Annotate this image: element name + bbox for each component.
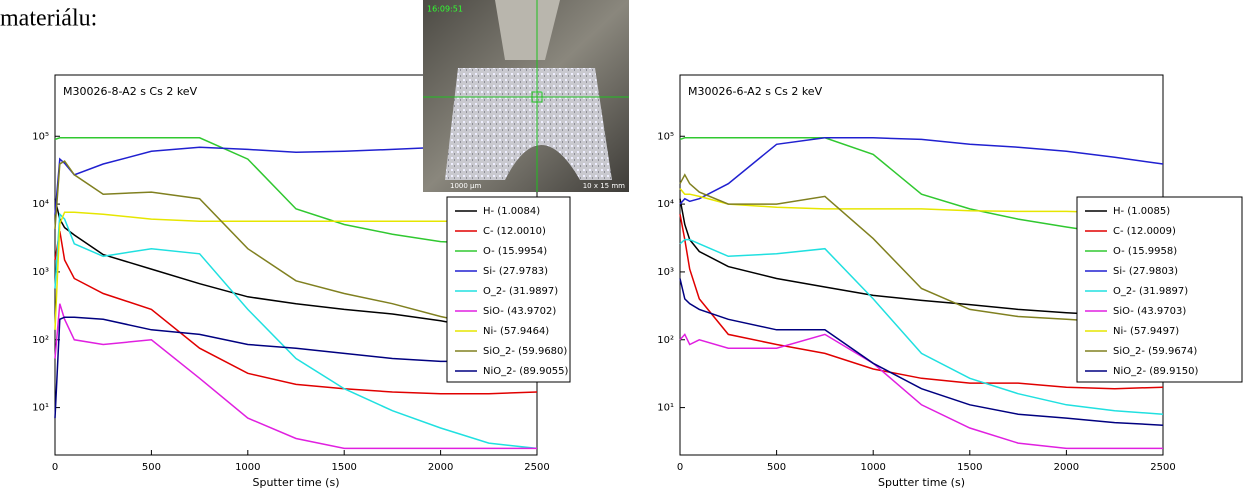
x-tick-label: 2500 — [1150, 462, 1175, 473]
y-tick-label: 10² — [657, 335, 674, 346]
x-tick-label: 500 — [767, 462, 786, 473]
legend-label: C- (12.0009) — [1113, 226, 1176, 237]
x-tick-label: 1000 — [235, 462, 260, 473]
x-tick-label: 0 — [52, 462, 58, 473]
x-tick-label: 1000 — [860, 462, 885, 473]
photo-probe — [495, 0, 560, 60]
x-tick-label: 2500 — [524, 462, 549, 473]
legend-label: Si- (27.9783) — [483, 266, 548, 277]
series-line — [679, 238, 1164, 415]
series-line — [54, 212, 538, 450]
series-line — [679, 137, 1164, 205]
x-axis-label: Sputter time (s) — [252, 476, 339, 489]
chart-title: M30026-8-A2 s Cs 2 keV — [63, 85, 198, 98]
series-line — [679, 173, 1164, 325]
body-text: materiálu: — [0, 6, 97, 32]
series-line — [54, 230, 538, 395]
photo-sample — [445, 68, 612, 180]
legend-label: O_2- (31.9897) — [483, 286, 558, 297]
legend-label: SiO_2- (59.9674) — [1113, 346, 1197, 357]
legend-label: Si- (27.9803) — [1113, 266, 1178, 277]
y-tick-label: 10⁵ — [657, 131, 674, 142]
series-line — [679, 137, 1164, 240]
legend-label: SiO- (43.9703) — [1113, 306, 1186, 317]
y-tick-label: 10³ — [32, 267, 49, 278]
legend-label: C- (12.0010) — [483, 226, 546, 237]
legend-label: SiO- (43.9702) — [483, 306, 556, 317]
x-tick-label: 1500 — [957, 462, 982, 473]
series-line — [679, 188, 1164, 215]
y-tick-label: 10⁵ — [32, 131, 49, 142]
x-tick-label: 2000 — [1054, 462, 1079, 473]
series-line — [679, 333, 1163, 450]
photo-timestamp: 16:09:51 — [427, 5, 463, 14]
legend-label: NiO_2- (89.9055) — [483, 366, 569, 377]
legend-label: O- (15.9954) — [483, 246, 547, 257]
legend-label: NiO_2- (89.9150) — [1113, 366, 1199, 377]
photo-scale: 1000 µm — [450, 182, 481, 190]
series-line — [679, 278, 1164, 426]
series-line — [54, 316, 538, 419]
series-line — [54, 211, 537, 330]
x-tick-label: 0 — [677, 462, 683, 473]
series-line — [54, 198, 538, 336]
legend-label: O_2- (31.9897) — [1113, 286, 1188, 297]
legend-label: O- (15.9958) — [1113, 246, 1177, 257]
chart: 0 500 1000 1500 2000 2500 10¹ 10² 10³ 10⁴ 10⁵ M3002… — [657, 74, 1243, 489]
series-line — [679, 198, 1164, 319]
crosshair-box — [531, 91, 543, 103]
series-line — [679, 214, 1164, 390]
x-tick-label: 1500 — [331, 462, 356, 473]
photo-field: 10 x 15 mm — [583, 182, 625, 190]
series-line — [54, 160, 538, 336]
y-tick-label: 10⁴ — [657, 199, 674, 210]
y-tick-label: 10¹ — [657, 403, 674, 414]
legend-label: H- (1.0085) — [1113, 206, 1170, 217]
legend-label: SiO_2- (59.9680) — [483, 346, 567, 357]
chart-title: M30026-6-A2 s Cs 2 keV — [688, 85, 823, 98]
y-tick-label: 10³ — [657, 267, 674, 278]
series-line — [54, 303, 537, 450]
x-tick-label: 500 — [142, 462, 161, 473]
y-tick-label: 10² — [32, 335, 49, 346]
legend-label: H- (1.0084) — [483, 206, 540, 217]
x-axis-label: Sputter time (s) — [878, 476, 965, 489]
x-tick-label: 2000 — [428, 462, 453, 473]
y-tick-label: 10⁴ — [32, 199, 49, 210]
photo: 16:09:51 1000 µm 10 x 15 mm — [423, 0, 629, 192]
y-tick-label: 10¹ — [32, 403, 49, 414]
legend-label: Ni- (57.9464) — [483, 326, 549, 337]
legend-label: Ni- (57.9497) — [1113, 326, 1179, 337]
